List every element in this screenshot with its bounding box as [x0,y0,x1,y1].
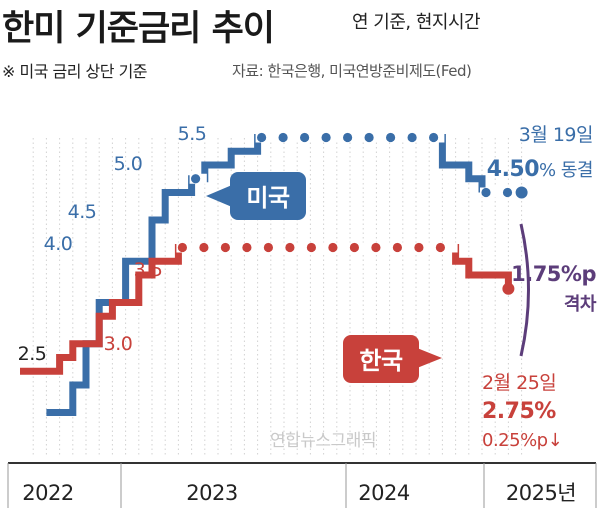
us-value-suffix: % 동결 [539,160,593,181]
x-tick-label: 2025년 [506,481,576,505]
value-label-us: 4.0 [44,233,73,255]
us-point [278,132,288,143]
value-label-us: 5.0 [114,153,143,175]
us-point [481,187,491,198]
korea-point [177,242,187,253]
us-value-number: 4.50 [487,157,539,182]
value-label-us: 4.5 [68,201,97,223]
us-badge-pointer [206,185,232,207]
korea-point [435,242,445,253]
us-point [191,174,201,184]
us-point [429,132,439,143]
korea-point [199,242,209,253]
value-label-korea: 2.5 [18,343,47,365]
us-point [257,132,267,143]
korea-point [328,242,338,253]
us-badge-box [230,172,306,220]
us-badge-label: 미국 [246,184,290,212]
korea-point [285,242,295,253]
x-axis: 2022 2023 2024 2025년 [7,462,597,508]
us-badge: 미국 [206,172,306,220]
chart-title: 한미 기준금리 추이 [2,9,275,49]
credit-watermark: 연합뉴스그래픽 [270,431,376,451]
us-date: 3월 19일 [519,124,593,146]
chart-note: ※ 미국 금리 상단 기준 [2,62,148,81]
us-point [321,132,331,143]
korea-end-marker [502,282,515,295]
korea-change: 0.25%p↓ [482,430,562,451]
x-tick-label: 2023 [186,481,237,505]
us-value: 4.50% 동결 [487,157,593,182]
vertical-gridlines [32,138,523,455]
x-tick-label: 2022 [22,481,73,505]
korea-value: 2.75% [482,399,556,424]
korea-point [242,242,252,253]
value-label-korea: 3.0 [104,333,133,355]
us-point [343,132,353,143]
us-point [407,132,417,143]
x-tick-label: 2024 [358,481,410,505]
gap-label: 격차 [564,294,597,315]
korea-series [20,242,515,375]
korea-badge-box [343,335,419,383]
korea-point [263,242,273,253]
us-point [386,132,396,143]
source-label: 자료: 한국은행, 미국연방준비제도(Fed) [232,62,472,80]
korea-point [414,242,424,253]
value-label-us: 5.5 [178,123,207,145]
gap-bracket [519,223,530,357]
korea-badge-pointer [417,348,442,368]
us-point [300,132,310,143]
korea-point [220,242,230,253]
korea-flat-mask [176,242,458,253]
us-end-marker [515,186,528,199]
chart-subtitle: 연 기준, 현지시간 [352,12,481,33]
korea-point [306,242,316,253]
korea-badge-label: 한국 [359,347,403,375]
korea-point [371,242,381,253]
us-point [502,187,513,198]
korea-point [349,242,359,253]
korea-date: 2월 25일 [482,372,556,394]
korea-point [392,242,402,253]
us-flat-mask [480,187,524,198]
korea-badge: 한국 [343,335,442,383]
us-point [364,132,374,143]
korea-step-line [20,244,512,375]
gap-value: 1.75%p [511,262,596,286]
value-label-korea: 3.5 [134,259,163,281]
